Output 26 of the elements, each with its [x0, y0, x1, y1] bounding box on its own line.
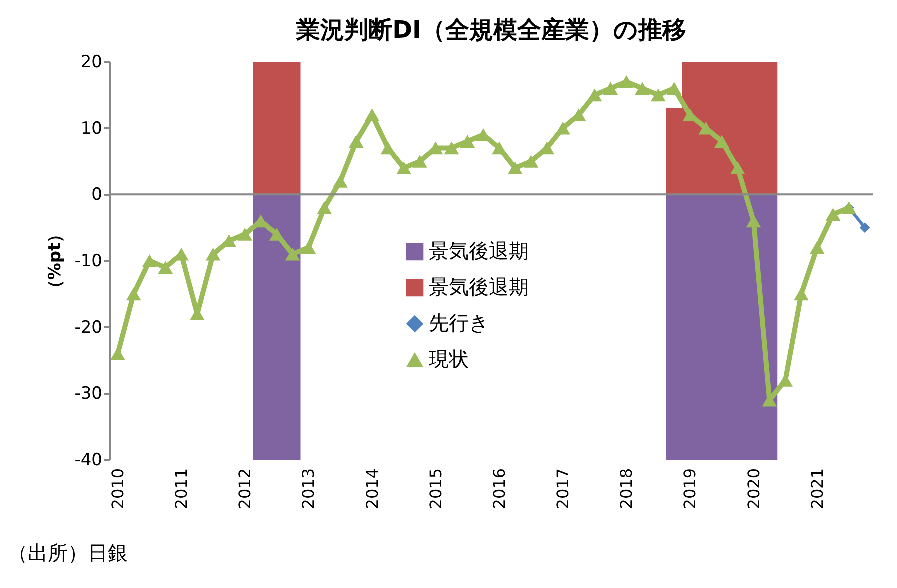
legend-label: 景気後退期: [429, 275, 529, 299]
chart-title: 業況判断DI（全規模全産業）の推移: [296, 16, 686, 44]
x-tick-label: 2020: [744, 468, 764, 510]
x-tick-label: 2017: [554, 468, 573, 510]
y-tick-label: -30: [74, 384, 102, 404]
y-tick-label: 10: [80, 118, 102, 139]
x-tick-label: 2018: [617, 468, 636, 510]
x-tick-label: 2010: [108, 468, 128, 510]
y-tick-label: -40: [74, 450, 102, 470]
x-tick-label: 2012: [236, 468, 255, 510]
x-tick-label: 2015: [426, 468, 446, 510]
x-tick-label: 2021: [808, 468, 827, 510]
x-tick-label: 2013: [299, 468, 318, 510]
x-tick-label: 2011: [172, 468, 192, 510]
legend-label: 景気後退期: [429, 239, 529, 263]
x-tick-label: 2016: [490, 468, 509, 510]
text: （出所）日銀: [8, 540, 128, 567]
y-tick-label: -10: [74, 252, 102, 272]
y-tick-label: -20: [74, 318, 102, 338]
y-tick-label: 0: [92, 185, 102, 206]
x-tick-label: 2014: [362, 468, 382, 510]
legend-label: 先行き: [429, 311, 489, 335]
legend-label: 現状: [429, 347, 469, 371]
y-tick-label: 20: [80, 52, 102, 72]
y-axis-title: （%pt）: [46, 226, 66, 298]
x-tick-label: 2019: [680, 468, 700, 510]
